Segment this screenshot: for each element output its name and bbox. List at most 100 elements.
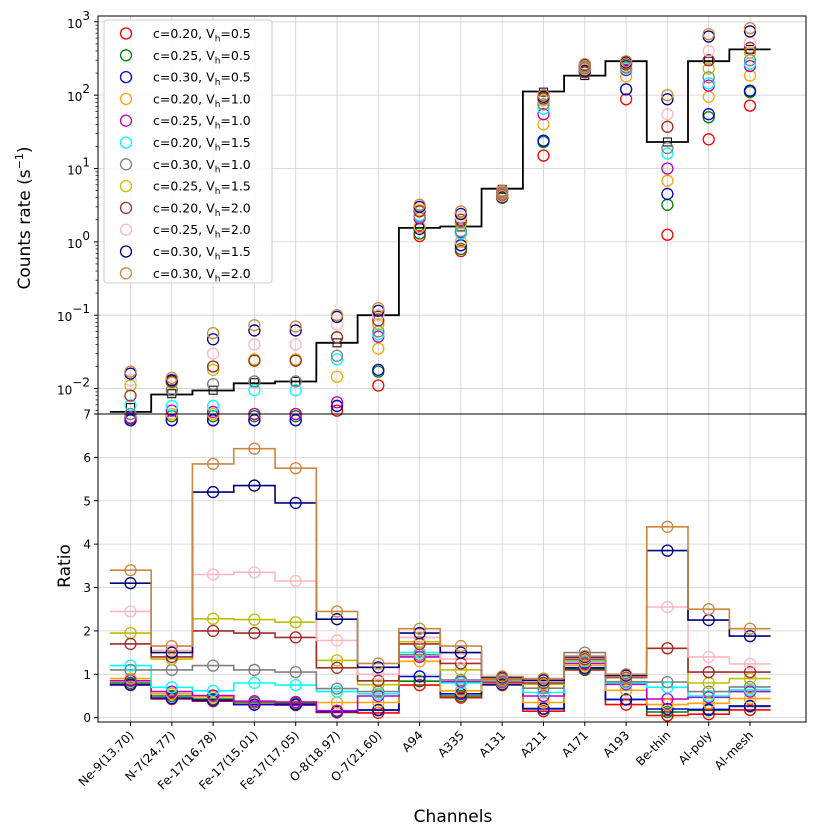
ratio-point bbox=[248, 613, 261, 626]
ratio-point bbox=[330, 704, 344, 717]
ratio-point bbox=[661, 544, 674, 557]
model-point bbox=[743, 21, 757, 35]
ratio-point bbox=[454, 676, 468, 690]
ratio-point bbox=[289, 574, 302, 588]
model-point bbox=[578, 57, 591, 71]
ratio-point bbox=[248, 566, 261, 579]
ratio-point bbox=[454, 639, 468, 653]
x-ticks: Ne-9(13.70)N-7(24.77)Fe-17(16.78)Fe-17(1… bbox=[76, 722, 756, 793]
model-point bbox=[330, 396, 344, 409]
model-point bbox=[330, 349, 344, 362]
ratio-point bbox=[206, 684, 220, 697]
bottom-y-ticks: 0 1 2 3 4 5 6 7 bbox=[83, 408, 98, 725]
legend-marker bbox=[119, 27, 133, 40]
model-point bbox=[661, 141, 674, 155]
x-tick-label: Al-mesh bbox=[712, 728, 756, 772]
model-point bbox=[248, 384, 261, 397]
legend-marker bbox=[119, 179, 133, 193]
ratio-point bbox=[248, 626, 261, 640]
ratio-point bbox=[496, 670, 509, 683]
ratio-point bbox=[124, 637, 137, 651]
model-point bbox=[248, 375, 261, 388]
ratio-point bbox=[702, 665, 715, 679]
model-point bbox=[330, 353, 344, 366]
model-point bbox=[743, 25, 757, 38]
legend-entry: c=0.30, Vh=2.0 bbox=[153, 266, 251, 285]
bottom-axes-frame bbox=[97, 413, 807, 723]
ratio-point bbox=[206, 485, 220, 499]
ratio-point bbox=[537, 696, 550, 709]
bottom-y-tick-label: 6 bbox=[83, 451, 91, 465]
ratio-point bbox=[165, 639, 178, 653]
model-point bbox=[124, 411, 137, 424]
model-point bbox=[454, 205, 468, 218]
x-tick-label: A335 bbox=[435, 728, 467, 760]
ratio-point bbox=[661, 698, 674, 711]
model-point bbox=[165, 384, 178, 397]
top-y-tick-label: 101 bbox=[67, 156, 90, 178]
model-point bbox=[537, 108, 550, 121]
bottom-ratio-points bbox=[124, 442, 757, 722]
model-point bbox=[206, 363, 220, 376]
model-point bbox=[165, 404, 178, 417]
ratio-point bbox=[619, 675, 633, 688]
model-point bbox=[289, 338, 302, 351]
ratio-point bbox=[330, 682, 344, 695]
model-point bbox=[702, 71, 715, 84]
ratio-point bbox=[413, 622, 426, 635]
ratio-point bbox=[454, 673, 468, 687]
ratio-point bbox=[702, 603, 715, 616]
ratio-point bbox=[661, 681, 674, 694]
model-point bbox=[289, 375, 302, 388]
ratio-point bbox=[454, 646, 468, 659]
model-point bbox=[537, 98, 550, 111]
ratio-point bbox=[702, 650, 715, 664]
ratio-point bbox=[537, 702, 550, 715]
model-point bbox=[702, 108, 715, 121]
model-point bbox=[206, 333, 220, 346]
bottom-ratio-steps bbox=[109, 447, 771, 717]
ratio-point bbox=[248, 479, 261, 492]
model-point bbox=[496, 184, 509, 197]
model-point bbox=[206, 326, 220, 340]
bottom-y-tick-label: 2 bbox=[83, 624, 91, 638]
ratio-point bbox=[165, 646, 178, 659]
ratio-point bbox=[619, 693, 633, 706]
ratio-point bbox=[702, 697, 715, 710]
model-point bbox=[330, 370, 344, 383]
legend-marker bbox=[119, 267, 133, 280]
ratio-point bbox=[330, 605, 344, 618]
bottom-grid bbox=[98, 413, 806, 722]
legend-entry: c=0.20, Vh=2.0 bbox=[153, 200, 251, 219]
model-point bbox=[372, 301, 385, 315]
bottom-y-axis-label: Ratio bbox=[55, 544, 75, 588]
model-point bbox=[289, 320, 302, 333]
model-point bbox=[661, 174, 674, 187]
model-point bbox=[372, 314, 385, 327]
model-point bbox=[661, 228, 674, 241]
model-point bbox=[743, 84, 757, 97]
model-point bbox=[454, 216, 468, 230]
ratio-point bbox=[702, 689, 715, 703]
bottom-y-tick-label: 5 bbox=[83, 494, 91, 508]
ratio-point bbox=[661, 600, 674, 614]
model-point bbox=[619, 83, 633, 96]
x-tick-label: Be-thin bbox=[633, 728, 673, 768]
model-point bbox=[537, 134, 550, 147]
model-point bbox=[702, 133, 715, 146]
top-y-tick-label: 100 bbox=[67, 229, 90, 251]
legend-marker bbox=[119, 158, 133, 171]
observed-step-line bbox=[109, 48, 771, 413]
model-point bbox=[454, 239, 468, 252]
ratio-point bbox=[289, 616, 302, 629]
model-point bbox=[372, 309, 385, 322]
ratio-point bbox=[289, 631, 302, 644]
model-point bbox=[372, 363, 385, 376]
ratio-point bbox=[619, 668, 633, 681]
ratio-point bbox=[661, 702, 674, 716]
ratio-point bbox=[619, 684, 633, 697]
model-point bbox=[289, 414, 302, 427]
ratio-point bbox=[372, 657, 385, 670]
model-point bbox=[413, 198, 426, 211]
